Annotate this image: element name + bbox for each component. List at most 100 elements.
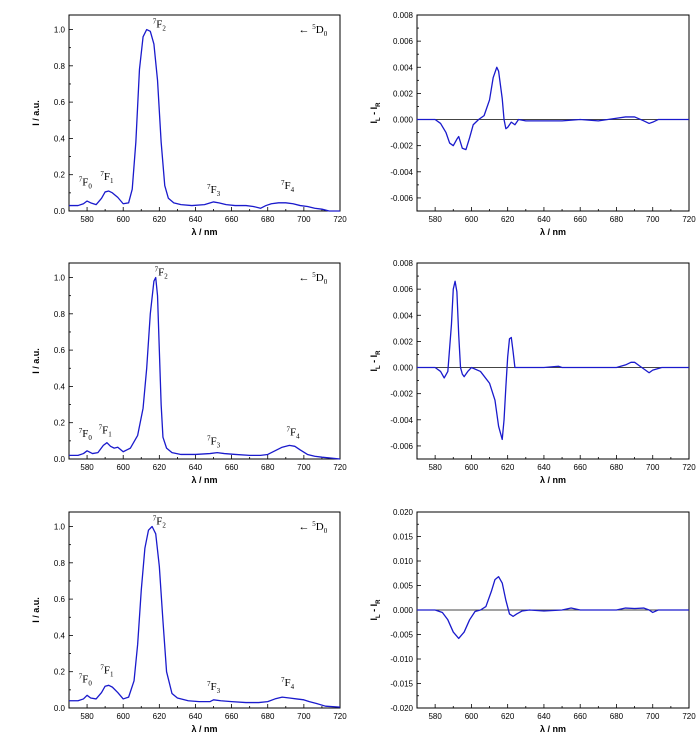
y-tick-label: 0.2 — [54, 668, 66, 677]
y-tick-label: 0.8 — [54, 559, 66, 568]
transition-label: 7F2 — [153, 18, 167, 33]
chart-panel: 580 600 620 640 660 680 700 720 0.0 0.2 0.4 0.6 0.8 1… — [31, 511, 347, 734]
x-tick-label: 720 — [333, 215, 347, 224]
y-axis-title: I / a.u. — [31, 348, 41, 374]
x-tick-label: 600 — [117, 463, 131, 472]
x-tick-label: 660 — [225, 712, 239, 721]
transition-label: 7F0 — [79, 176, 93, 191]
chart-panel: 580 600 620 640 660 680 700 720 0.0 0.2 0.4 0.6 0.8 1… — [31, 262, 347, 485]
x-axis-title: λ / nm — [540, 724, 566, 734]
y-tick-label: -0.002 — [390, 142, 413, 151]
series-line — [69, 525, 341, 708]
x-tick-label: 620 — [501, 215, 515, 224]
x-tick-label: 600 — [465, 712, 479, 721]
transition-label: 7F3 — [207, 680, 221, 695]
x-axis-title: λ / nm — [191, 227, 217, 237]
transition-label: 7F0 — [79, 673, 93, 688]
x-tick-label: 600 — [117, 712, 131, 721]
x-tick-label: 720 — [333, 463, 347, 472]
x-tick-label: 680 — [610, 215, 624, 224]
x-tick-label: 600 — [465, 463, 479, 472]
y-axis-title: I / a.u. — [31, 100, 41, 126]
x-tick-label: 640 — [189, 215, 203, 224]
y-tick-label: 0.006 — [393, 285, 414, 294]
y-tick-label: 0.006 — [393, 37, 414, 46]
transition-label: ← 5D0 — [299, 271, 328, 286]
series-line — [417, 66, 689, 151]
y-tick-label: 0.000 — [393, 116, 414, 125]
series-line — [69, 276, 341, 460]
x-tick-label: 600 — [465, 215, 479, 224]
x-axis-title: λ / nm — [540, 227, 566, 237]
series-line — [417, 576, 689, 640]
y-tick-label: 0.0 — [54, 704, 66, 713]
chart-panel: 580 600 620 640 660 680 700 720 -0.006 -0.004 -0.0… — [369, 11, 696, 237]
transition-label: 7F4 — [286, 425, 300, 440]
x-tick-label: 680 — [261, 712, 275, 721]
x-tick-label: 680 — [261, 463, 275, 472]
transition-label: 7F0 — [79, 427, 93, 442]
x-tick-label: 680 — [261, 215, 275, 224]
y-tick-label: 0.4 — [54, 631, 66, 640]
y-tick-label: 0.000 — [393, 364, 414, 373]
plot-frame — [68, 14, 341, 212]
transition-label: 7F3 — [207, 434, 221, 449]
x-tick-label: 580 — [428, 215, 442, 224]
x-axis-title: λ / nm — [540, 475, 566, 485]
chart-panel: 580 600 620 640 660 680 700 720 -0.006 -0.004 -0.0… — [369, 259, 696, 485]
transition-label: 7F1 — [100, 664, 114, 679]
y-tick-label: 0.000 — [393, 606, 414, 615]
x-tick-label: 720 — [682, 712, 696, 721]
y-tick-label: 0.002 — [393, 337, 414, 346]
x-tick-label: 700 — [646, 712, 660, 721]
transition-label: 7F1 — [100, 170, 114, 185]
x-tick-label: 720 — [682, 463, 696, 472]
x-tick-label: 600 — [117, 215, 131, 224]
y-tick-label: 0.002 — [393, 89, 414, 98]
y-tick-label: -0.005 — [390, 631, 413, 640]
y-axis-title: IL - IR — [369, 350, 382, 372]
y-axis-title: I / a.u. — [31, 597, 41, 623]
x-tick-label: 580 — [80, 463, 94, 472]
x-tick-label: 580 — [80, 215, 94, 224]
x-tick-label: 660 — [574, 712, 588, 721]
y-tick-label: 0.4 — [54, 134, 66, 143]
x-tick-label: 640 — [189, 712, 203, 721]
x-tick-label: 640 — [537, 215, 551, 224]
plot-frame — [416, 14, 690, 212]
x-tick-label: 640 — [189, 463, 203, 472]
y-tick-label: -0.004 — [390, 168, 413, 177]
y-tick-label: -0.006 — [390, 442, 413, 451]
y-tick-label: 0.005 — [393, 582, 414, 591]
x-tick-label: 700 — [646, 463, 660, 472]
y-tick-label: 0.6 — [54, 98, 66, 107]
y-tick-label: -0.006 — [390, 194, 413, 203]
x-tick-label: 700 — [297, 463, 311, 472]
y-tick-label: 0.6 — [54, 595, 66, 604]
y-tick-label: -0.002 — [390, 390, 413, 399]
x-axis-title: λ / nm — [191, 475, 217, 485]
y-tick-label: 0.015 — [393, 533, 414, 542]
transition-label: 7F2 — [155, 266, 169, 281]
series-line — [417, 280, 689, 441]
transition-label: 7F4 — [281, 179, 295, 194]
y-tick-label: 0.8 — [54, 62, 66, 71]
x-tick-label: 700 — [297, 215, 311, 224]
x-tick-label: 700 — [297, 712, 311, 721]
transition-label: 7F2 — [153, 515, 167, 530]
x-tick-label: 640 — [537, 712, 551, 721]
x-tick-label: 700 — [646, 215, 660, 224]
x-tick-label: 580 — [428, 712, 442, 721]
x-tick-label: 580 — [80, 712, 94, 721]
y-tick-label: 0.0 — [54, 207, 66, 216]
y-tick-label: 0.008 — [393, 259, 414, 268]
x-tick-label: 660 — [574, 215, 588, 224]
y-tick-label: 1.0 — [54, 26, 66, 35]
y-tick-label: 0.020 — [393, 508, 414, 517]
y-tick-label: -0.004 — [390, 416, 413, 425]
plot-frame — [68, 262, 341, 460]
x-tick-label: 680 — [610, 712, 624, 721]
y-tick-label: 0.010 — [393, 557, 414, 566]
y-axis-title: IL - IR — [369, 102, 382, 124]
